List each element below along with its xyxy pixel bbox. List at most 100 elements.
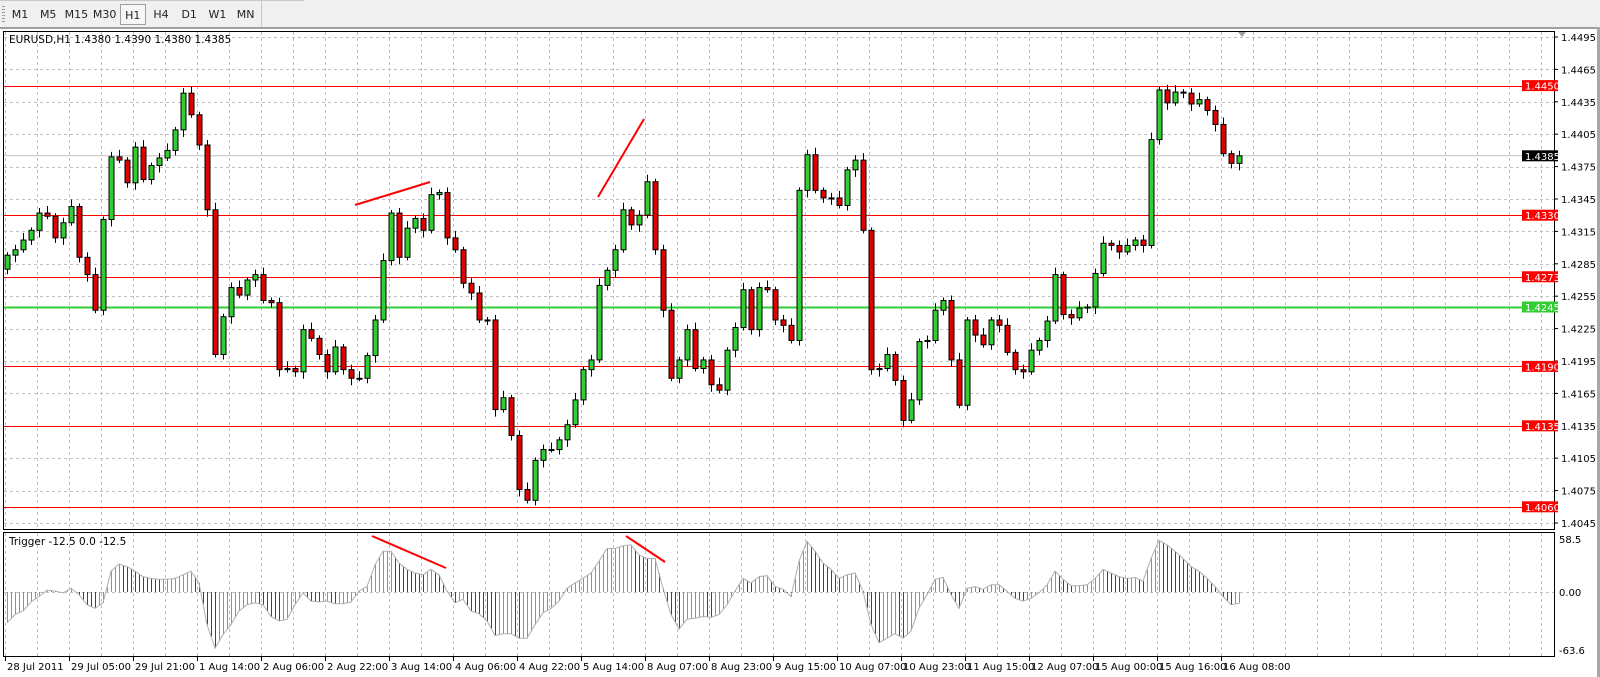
candle-bear	[972, 319, 979, 336]
trendline-indicator-1[interactable]	[371, 535, 447, 569]
candle-bear	[652, 181, 659, 251]
time-label: 10 Aug 07:00	[839, 662, 906, 673]
price-tick-label: 1.4105	[1561, 454, 1596, 465]
candle-bear	[188, 92, 195, 116]
timeframe-button-mn[interactable]: MN	[236, 8, 255, 21]
trendline-price-1[interactable]	[354, 181, 431, 206]
candle-bear	[788, 324, 795, 341]
candle-bear	[292, 368, 299, 373]
candle-bear	[76, 206, 83, 258]
candle-bull	[100, 219, 107, 311]
price-tick-label: 1.4135	[1561, 422, 1596, 433]
candle-bull	[532, 459, 539, 501]
candle-bear	[92, 274, 99, 311]
candle-bull	[380, 260, 387, 321]
candle-bull	[1124, 244, 1131, 253]
chart-window	[0, 27, 1597, 677]
level-price-label: 1.4450	[1525, 82, 1560, 93]
timeframe-toolbar: M1 M5 M15 M30 H1 H4 D1 W1 MN	[0, 0, 262, 27]
candle-bull	[964, 319, 971, 406]
time-label: 1 Aug 14:00	[199, 662, 260, 673]
candle-bear	[836, 197, 843, 206]
candle-bull	[300, 329, 307, 373]
trendline-price-2[interactable]	[597, 118, 645, 198]
candle-bear	[276, 302, 283, 371]
timeframe-button-m1[interactable]: M1	[11, 8, 29, 21]
bid-price-label: 1.4385	[1525, 152, 1560, 163]
candle-bull	[12, 249, 19, 256]
candle-bull	[556, 439, 563, 451]
candle-bull	[932, 309, 939, 341]
candle-bull	[564, 424, 571, 441]
time-label: 2 Aug 22:00	[327, 662, 388, 673]
chart-shift-marker-icon[interactable]	[1238, 32, 1246, 37]
timeframe-button-m15[interactable]: M15	[64, 8, 89, 21]
candle-bear	[116, 156, 123, 161]
candle-bull	[484, 319, 491, 322]
candle-bear	[892, 354, 899, 381]
main-chart-frame	[3, 31, 1555, 530]
price-tick-label: 1.4315	[1561, 227, 1596, 238]
candle-bear	[516, 435, 523, 491]
candle-bull	[740, 289, 747, 329]
candle-bull	[36, 212, 43, 231]
candle-bear	[236, 287, 243, 296]
candle-bear	[508, 397, 515, 437]
candle-bear	[44, 212, 51, 217]
candle-bull	[940, 300, 947, 311]
candle-bull	[1092, 273, 1099, 308]
candle-bull	[636, 214, 643, 226]
price-tick-label: 1.4075	[1561, 487, 1596, 498]
grid	[4, 32, 1554, 656]
timeframe-button-m30[interactable]: M30	[92, 8, 117, 21]
time-label: 11 Aug 15:00	[967, 662, 1034, 673]
price-tick-label: 1.4285	[1561, 260, 1596, 271]
time-label: 4 Aug 06:00	[455, 662, 516, 673]
candle-bull	[548, 449, 555, 452]
candle-bear	[1220, 123, 1227, 155]
candle-bear	[692, 329, 699, 370]
price-tick-label: 1.4195	[1561, 357, 1596, 368]
candle-bear	[420, 217, 427, 231]
timeframe-button-h1[interactable]: H1	[119, 4, 146, 25]
timeframe-button-w1[interactable]: W1	[208, 8, 227, 21]
timeframe-button-h4[interactable]: H4	[153, 8, 169, 21]
candle-bull	[540, 449, 547, 461]
price-tick-label: 1.4435	[1561, 98, 1596, 109]
candle-bear	[452, 237, 459, 251]
candle-bear	[780, 319, 787, 326]
candle-bear	[1020, 369, 1027, 373]
level-price-label-bg	[1522, 360, 1558, 372]
candle-bear	[868, 229, 875, 371]
timeframe-button-m5[interactable]: M5	[39, 8, 57, 21]
toolbar-grip-handle[interactable]	[2, 6, 5, 23]
candle-bull	[756, 287, 763, 331]
candle-bull	[428, 194, 435, 231]
candle-bear	[1180, 91, 1187, 94]
candle-bull	[156, 157, 163, 167]
candle-bear	[1188, 92, 1195, 105]
candle-bear	[212, 209, 219, 356]
candle-bear	[1164, 89, 1171, 104]
candle-bull	[1148, 139, 1155, 246]
candle-bear	[812, 154, 819, 191]
indicator-axis: 58.5 0.00 -63.6	[1559, 535, 1585, 657]
trendline-indicator-2[interactable]	[625, 535, 666, 563]
candle-bull	[988, 319, 995, 346]
time-label: 29 Jul 05:00	[71, 662, 131, 673]
level-price-label-bg	[1522, 301, 1558, 313]
candle-bull	[612, 249, 619, 271]
candle-bull	[252, 274, 259, 281]
time-label: 4 Aug 22:00	[519, 662, 580, 673]
time-label: 28 Jul 2011	[7, 662, 64, 673]
candle-bull	[132, 146, 139, 184]
candle-bull	[908, 399, 915, 421]
candle-bull	[60, 222, 67, 239]
candle-bear	[1140, 239, 1147, 246]
level-price-label-bg	[1522, 209, 1558, 221]
timeframe-button-d1[interactable]: D1	[181, 8, 197, 21]
candle-bear	[524, 489, 531, 501]
candle-bull	[1036, 339, 1043, 351]
candle-bull	[164, 149, 171, 159]
